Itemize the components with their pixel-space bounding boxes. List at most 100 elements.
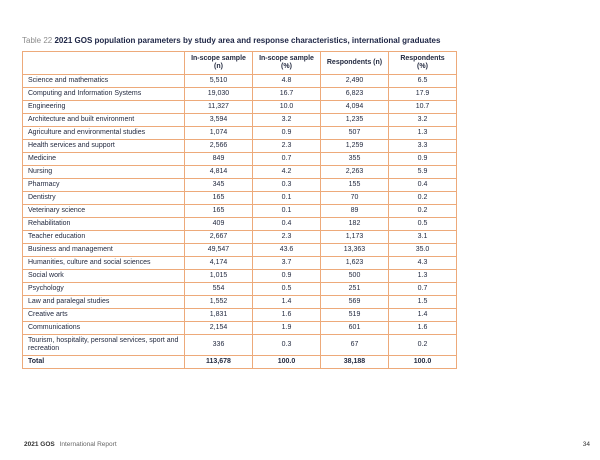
value-cell: 1,623: [320, 256, 389, 270]
value-cell: 38,188: [320, 355, 389, 369]
value-cell: 100.0: [388, 355, 457, 369]
header-row: In-scope sample (n) In-scope sample (%) …: [22, 51, 457, 75]
value-cell: 1.3: [388, 126, 457, 140]
population-parameters-table: In-scope sample (n) In-scope sample (%) …: [22, 51, 457, 369]
value-cell: 336: [184, 334, 253, 356]
value-cell: 2,154: [184, 321, 253, 335]
value-cell: 0.1: [252, 191, 321, 205]
value-cell: 0.2: [388, 204, 457, 218]
value-cell: 1.4: [388, 308, 457, 322]
value-cell: 1,552: [184, 295, 253, 309]
value-cell: 0.1: [252, 204, 321, 218]
study-area-cell: Pharmacy: [22, 178, 185, 192]
value-cell: 2,490: [320, 74, 389, 88]
study-area-cell: Teacher education: [22, 230, 185, 244]
table-row: Agriculture and environmental studies 1,0…: [22, 126, 457, 140]
page-number: 34: [582, 441, 590, 448]
study-area-cell: Law and paralegal studies: [22, 295, 185, 309]
study-area-cell: Architecture and built environment: [22, 113, 185, 127]
study-area-cell: Engineering: [22, 100, 185, 114]
value-cell: 0.4: [252, 217, 321, 231]
value-cell: 1.6: [252, 308, 321, 322]
value-cell: 10.7: [388, 100, 457, 114]
table-row: Humanities, culture and social sciences 4…: [22, 256, 457, 270]
value-cell: 89: [320, 204, 389, 218]
table-row: Engineering 11,327 10.0 4,094 10.7: [22, 100, 457, 114]
value-cell: 849: [184, 152, 253, 166]
value-cell: 1,235: [320, 113, 389, 127]
value-cell: 4.2: [252, 165, 321, 179]
value-cell: 11,327: [184, 100, 253, 114]
value-cell: 4.8: [252, 74, 321, 88]
value-cell: 0.7: [388, 282, 457, 296]
footer-report-name-bold: 2021 GOS: [24, 441, 55, 448]
column-header-respondents-pct: Respondents (%): [388, 51, 457, 75]
study-area-cell: Medicine: [22, 152, 185, 166]
value-cell: 2.3: [252, 230, 321, 244]
table-row: Medicine 849 0.7 355 0.9: [22, 152, 457, 166]
table-row: Creative arts 1,831 1.6 519 1.4: [22, 308, 457, 322]
study-area-cell: Agriculture and environmental studies: [22, 126, 185, 140]
value-cell: 3.2: [388, 113, 457, 127]
table-row: Health services and support 2,566 2.3 1,259…: [22, 139, 457, 153]
value-cell: 0.9: [252, 269, 321, 283]
study-area-cell: Total: [22, 355, 185, 369]
study-area-cell: Nursing: [22, 165, 185, 179]
value-cell: 1,831: [184, 308, 253, 322]
value-cell: 2.3: [252, 139, 321, 153]
value-cell: 0.9: [252, 126, 321, 140]
value-cell: 554: [184, 282, 253, 296]
study-area-cell: Computing and Information Systems: [22, 87, 185, 101]
value-cell: 3.3: [388, 139, 457, 153]
value-cell: 0.2: [388, 191, 457, 205]
value-cell: 500: [320, 269, 389, 283]
value-cell: 43.6: [252, 243, 321, 257]
value-cell: 3.1: [388, 230, 457, 244]
value-cell: 5,510: [184, 74, 253, 88]
value-cell: 4.3: [388, 256, 457, 270]
value-cell: 569: [320, 295, 389, 309]
value-cell: 1.6: [388, 321, 457, 335]
value-cell: 3.2: [252, 113, 321, 127]
study-area-cell: Psychology: [22, 282, 185, 296]
value-cell: 4,814: [184, 165, 253, 179]
value-cell: 4,174: [184, 256, 253, 270]
value-cell: 1.9: [252, 321, 321, 335]
table-row: Social work 1,015 0.9 500 1.3: [22, 269, 457, 283]
value-cell: 3.7: [252, 256, 321, 270]
value-cell: 35.0: [388, 243, 457, 257]
study-area-cell: Health services and support: [22, 139, 185, 153]
value-cell: 519: [320, 308, 389, 322]
value-cell: 10.0: [252, 100, 321, 114]
table-row: Rehabilitation 409 0.4 182 0.5: [22, 217, 457, 231]
table-row: Dentistry 165 0.1 70 0.2: [22, 191, 457, 205]
value-cell: 1.4: [252, 295, 321, 309]
table-row: Law and paralegal studies 1,552 1.4 569 1.5: [22, 295, 457, 309]
value-cell: 409: [184, 217, 253, 231]
column-header-respondents-n: Respondents (n): [320, 51, 389, 75]
value-cell: 4,094: [320, 100, 389, 114]
footer-report-name-rest: International Report: [59, 441, 117, 448]
value-cell: 70: [320, 191, 389, 205]
study-area-cell: Dentistry: [22, 191, 185, 205]
value-cell: 5.9: [388, 165, 457, 179]
value-cell: 251: [320, 282, 389, 296]
study-area-cell: Tourism, hospitality, personal services,…: [22, 334, 185, 356]
value-cell: 3,594: [184, 113, 253, 127]
value-cell: 1,015: [184, 269, 253, 283]
table-row: Business and management 49,547 43.6 13,363 3…: [22, 243, 457, 257]
value-cell: 113,678: [184, 355, 253, 369]
value-cell: 13,363: [320, 243, 389, 257]
value-cell: 0.9: [388, 152, 457, 166]
value-cell: 100.0: [252, 355, 321, 369]
table-row: Nursing 4,814 4.2 2,263 5.9: [22, 165, 457, 179]
table-row: Veterinary science 165 0.1 89 0.2: [22, 204, 457, 218]
table-number-label: Table 22: [22, 36, 53, 45]
value-cell: 1,173: [320, 230, 389, 244]
study-area-cell: Rehabilitation: [22, 217, 185, 231]
table-row: Pharmacy 345 0.3 155 0.4: [22, 178, 457, 192]
total-row: Total 113,678 100.0 38,188 100.0: [22, 355, 457, 369]
table-row: Psychology 554 0.5 251 0.7: [22, 282, 457, 296]
value-cell: 355: [320, 152, 389, 166]
value-cell: 2,263: [320, 165, 389, 179]
